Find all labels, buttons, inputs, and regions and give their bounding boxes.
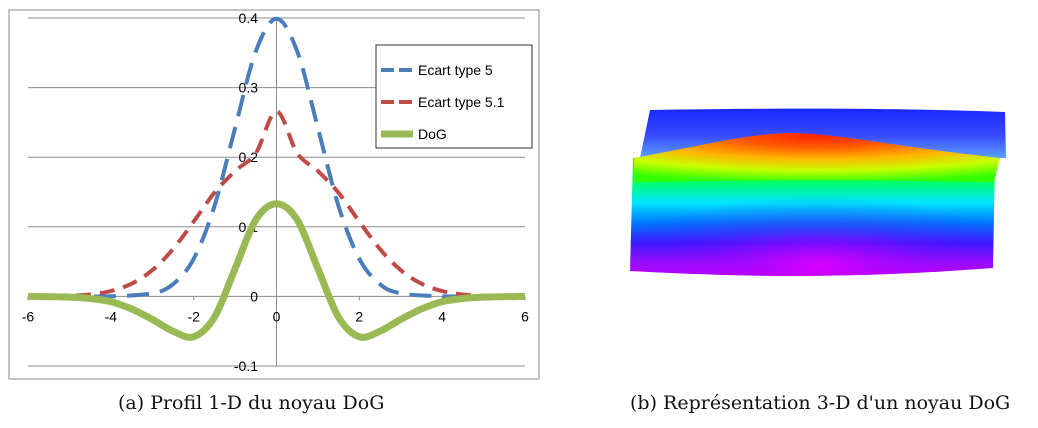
x-tick-label: -6 — [22, 308, 35, 324]
series-line-ecart-type-5 — [28, 16, 525, 299]
y-tick-label: 0 — [250, 288, 258, 304]
legend-label-ecart-type-5: Ecart type 5 — [418, 62, 493, 78]
dog-3d-render — [630, 108, 1006, 276]
y-tick-label: 0.4 — [239, 10, 259, 26]
surface-central-peak — [634, 133, 1000, 182]
legend-label-dog: DoG — [418, 126, 447, 142]
series-lines — [27, 16, 526, 341]
series-line-dog — [27, 200, 526, 341]
legend-label-ecart-type-5-1: Ecart type 5.1 — [418, 94, 505, 110]
y-tick-label: 0.2 — [239, 149, 259, 165]
x-tick-label: 4 — [438, 308, 446, 324]
y-tick-label: -0.1 — [234, 358, 258, 374]
series-line-ecart-type-5-1 — [27, 109, 526, 299]
surface-bottom-glow — [630, 158, 995, 276]
caption-a: (a) Profil 1-D du noyau DoG — [118, 392, 385, 414]
x-tick-label: -2 — [187, 308, 200, 324]
legend: Ecart type 5 Ecart type 5.1 DoG — [375, 44, 533, 149]
dog-profile-chart: -0.100.10.20.30.4-6 -4 -2 0 2 4 6 Ecart type 5… — [8, 9, 540, 380]
x-tick-label: 2 — [355, 308, 363, 324]
x-tick-label: 6 — [521, 308, 529, 324]
y-tick-label: 0.3 — [239, 80, 259, 96]
caption-b: (b) Représentation 3-D d'un noyau DoG — [630, 392, 1011, 414]
x-tick-label: 0 — [273, 308, 281, 324]
x-tick-label: -4 — [105, 308, 118, 324]
